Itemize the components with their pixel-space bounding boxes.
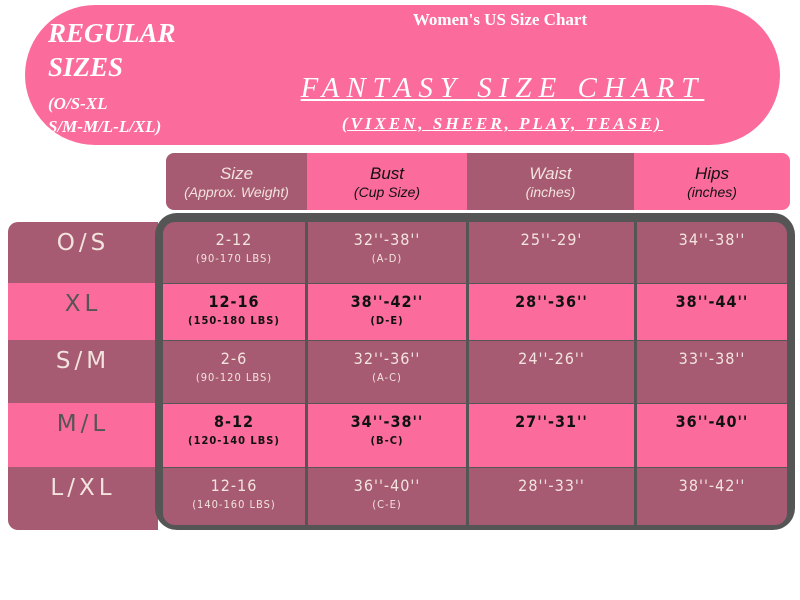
table-cell: 24''-26'' — [469, 341, 634, 403]
cell-hips: 38''-42'' — [678, 476, 746, 495]
range-line-1: (O/S-XL — [48, 94, 108, 113]
cell-cup: (A-D) — [371, 252, 403, 265]
table-cell: 25''-29' — [469, 222, 634, 283]
table-cell: 38''-44'' — [637, 284, 787, 340]
header-waist: Waist (inches) — [467, 153, 634, 210]
table-cell: 34''-38'' (B-C) — [308, 404, 466, 467]
cell-bust: 38''-42'' — [350, 292, 424, 311]
header-sub: (inches) — [687, 183, 737, 200]
regular-sizes-range: (O/S-XL S/M-M/L-L/XL) — [48, 92, 161, 138]
table-cell: 12-16 (140-160 LBS) — [163, 468, 305, 525]
size-label: L/XL — [8, 467, 158, 530]
cell-hips: 34''-38'' — [678, 230, 746, 249]
cell-bust: 32''-38'' — [353, 230, 421, 249]
cell-weight: (90-120 LBS) — [195, 371, 273, 384]
table-cell: 12-16 (150-180 LBS) — [163, 284, 305, 340]
table-cell: 36''-40'' — [637, 404, 787, 467]
table-cell: 2-12 (90-170 LBS) — [163, 222, 305, 283]
cell-size: 8-12 — [213, 412, 255, 431]
header-main: Size — [219, 163, 254, 183]
range-line-2: S/M-M/L-L/XL) — [48, 117, 162, 136]
cell-weight: (140-160 LBS) — [192, 498, 276, 511]
header-main: Bust — [369, 163, 405, 183]
size-label: O/S — [8, 222, 158, 283]
table-cell: 8-12 (120-140 LBS) — [163, 404, 305, 467]
cell-cup: (A-C) — [372, 371, 402, 384]
size-label: M/L — [8, 403, 158, 467]
cell-weight: (120-140 LBS) — [188, 434, 280, 447]
cell-bust: 34''-38'' — [350, 412, 424, 431]
cell-hips: 33''-38'' — [678, 349, 746, 368]
header-sub: (Cup Size) — [353, 183, 421, 200]
size-label: XL — [8, 283, 158, 340]
collection-list: (VIXEN, SHEER, PLAY, TEASE) — [341, 114, 664, 133]
table-cell: 36''-40'' (C-E) — [308, 468, 466, 525]
table-cell: 38''-42'' — [637, 468, 787, 525]
cell-waist: 28''-36'' — [515, 292, 588, 311]
cell-waist: 27''-31'' — [515, 412, 588, 431]
table-cell: 27''-31'' — [469, 404, 634, 467]
regular-line-1: REGULAR — [48, 18, 176, 48]
cell-size: 2-12 — [215, 230, 253, 249]
cell-hips: 36''-40'' — [675, 412, 749, 431]
cell-weight: (150-180 LBS) — [188, 314, 280, 327]
cell-size: 2-6 — [220, 349, 248, 368]
table-cell: 28''-33'' — [469, 468, 634, 525]
cell-size: 12-16 — [210, 476, 258, 495]
cell-hips: 38''-44'' — [675, 292, 749, 311]
size-label: S/M — [8, 340, 158, 403]
header-size: Size (Approx. Weight) — [166, 153, 307, 210]
cell-bust: 32''-36'' — [353, 349, 421, 368]
cell-cup: (C-E) — [372, 498, 402, 511]
header-main: Waist — [529, 163, 572, 183]
header-main: Hips — [694, 163, 729, 183]
table-cell: 33''-38'' — [637, 341, 787, 403]
header-hips: Hips (inches) — [634, 153, 790, 210]
regular-line-2: SIZES — [48, 52, 124, 82]
table-cell: 28''-36'' — [469, 284, 634, 340]
table-cell: 38''-42'' (D-E) — [308, 284, 466, 340]
subtitle: Women's US Size Chart — [412, 10, 588, 29]
header-sub: (Approx. Weight) — [184, 183, 289, 200]
cell-size: 12-16 — [208, 292, 260, 311]
page-title: FANTASY SIZE CHART — [300, 72, 705, 104]
table-cell: 32''-38'' (A-D) — [308, 222, 466, 283]
table-cell: 32''-36'' (A-C) — [308, 341, 466, 403]
header-bust: Bust (Cup Size) — [307, 153, 467, 210]
cell-cup: (D-E) — [370, 314, 404, 327]
cell-waist: 24''-26'' — [518, 349, 585, 368]
title-banner — [25, 5, 780, 145]
table-cell: 34''-38'' — [637, 222, 787, 283]
cell-waist: 28''-33'' — [518, 476, 585, 495]
regular-sizes-heading: REGULAR SIZES — [48, 16, 176, 84]
cell-weight: (90-170 LBS) — [195, 252, 273, 265]
cell-waist: 25''-29' — [520, 230, 583, 249]
cell-bust: 36''-40'' — [353, 476, 421, 495]
header-sub: (inches) — [525, 183, 576, 200]
table-cell: 2-6 (90-120 LBS) — [163, 341, 305, 403]
cell-cup: (B-C) — [370, 434, 404, 447]
